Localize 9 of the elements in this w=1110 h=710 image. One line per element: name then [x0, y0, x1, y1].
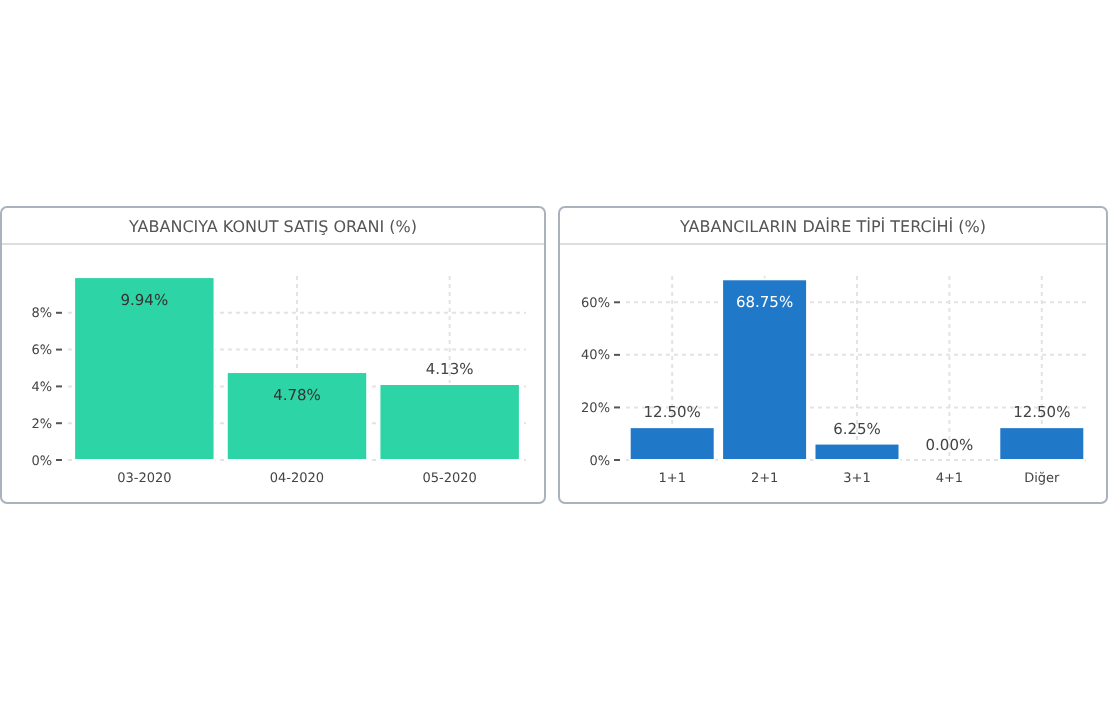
- bar: [998, 426, 1086, 461]
- bar: [813, 442, 901, 461]
- bar: [721, 278, 809, 461]
- bar: [225, 371, 369, 461]
- bar: [628, 426, 716, 461]
- bar: [378, 383, 521, 461]
- chart-title: YABANCILARIN DAİRE TİPİ TERCİHİ (%): [678, 216, 986, 236]
- bar: [73, 276, 216, 461]
- chart-title: YABANCIYA KONUT SATIŞ ORANI (%): [127, 218, 417, 236]
